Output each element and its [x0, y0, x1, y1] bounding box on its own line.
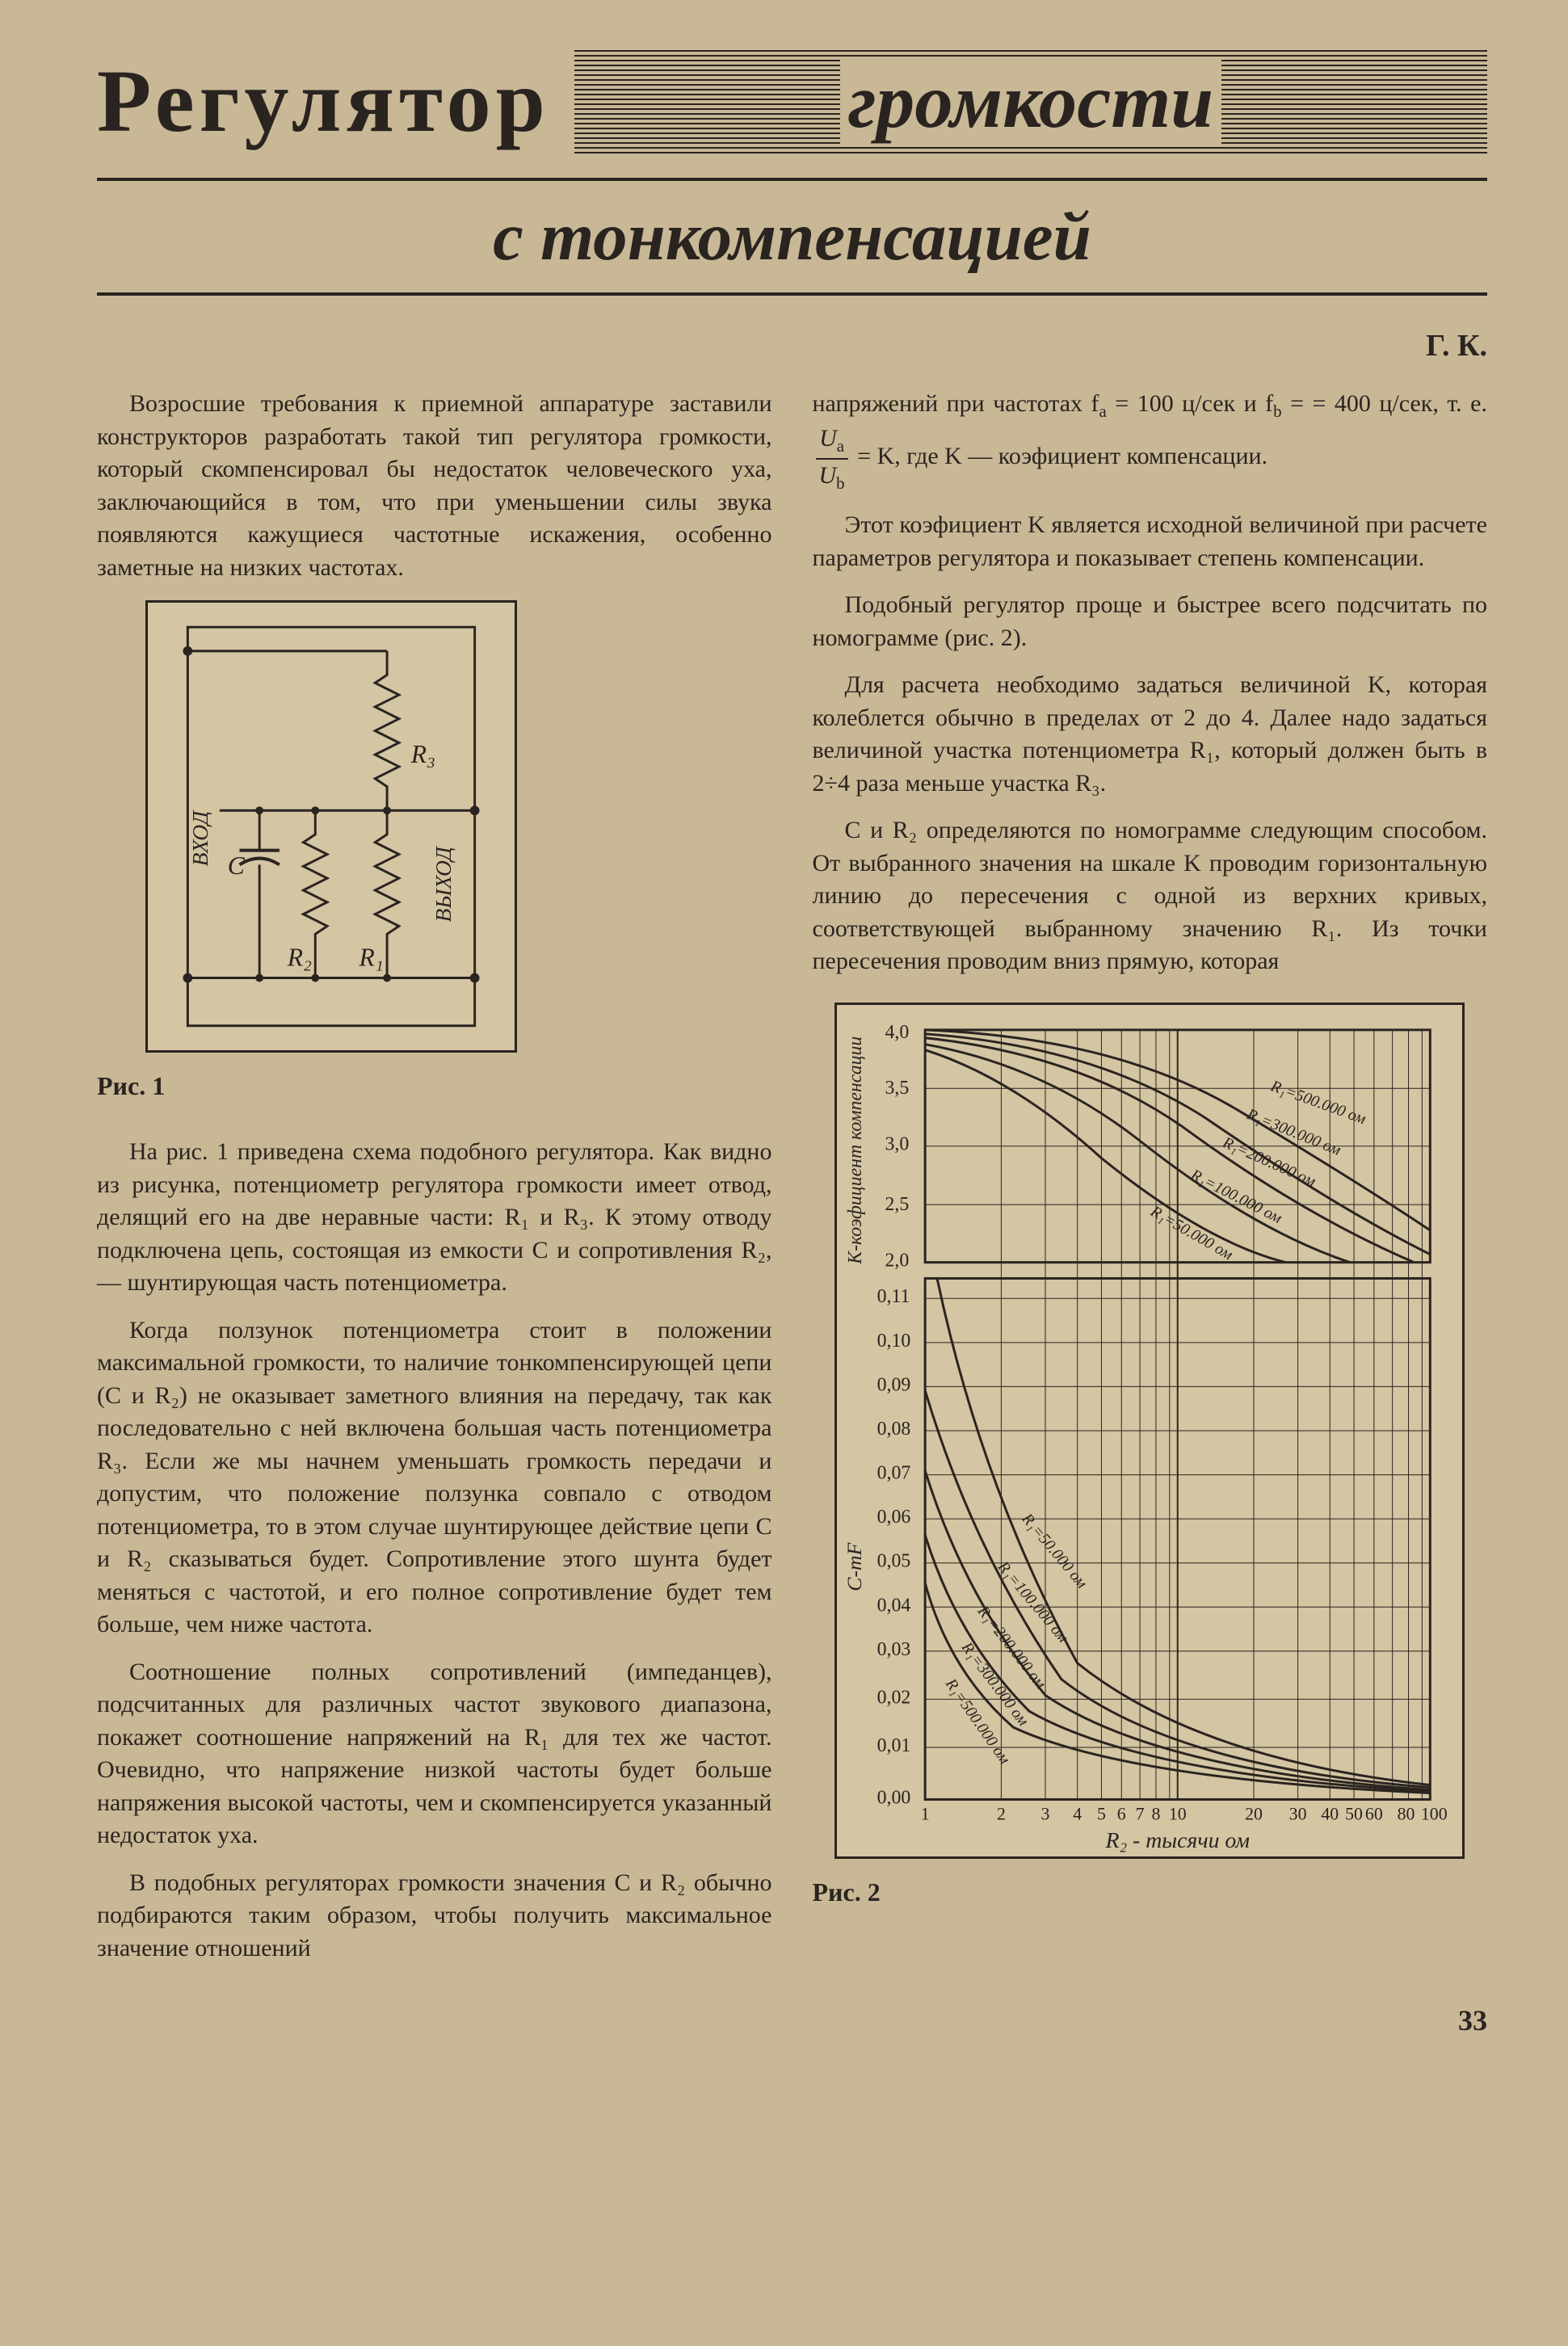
svg-text:0,00: 0,00	[877, 1787, 911, 1808]
svg-text:R₁=50.000 ом: R₁=50.000 ом	[1147, 1201, 1237, 1263]
y-top-label: К-коэфициент компенсации	[845, 1036, 866, 1264]
output-label: ВЫХОД	[431, 846, 456, 923]
svg-text:3,0: 3,0	[885, 1133, 910, 1154]
svg-text:2,0: 2,0	[885, 1250, 910, 1271]
r1-label: R₁	[359, 944, 384, 972]
title-subtitle: с тонкомпенсацией	[493, 199, 1091, 275]
author: Г. К.	[97, 328, 1487, 364]
title-script-box: громкости	[574, 48, 1487, 153]
svg-text:50: 50	[1345, 1804, 1363, 1823]
svg-text:R₁=100.000 ом: R₁=100.000 ом	[1188, 1165, 1285, 1226]
paragraph: напряжений при частотах fa = 100 ц/сек и…	[813, 388, 1488, 494]
paragraph: Этот коэфициент K является исходной вели…	[813, 509, 1488, 574]
left-column: Возросшие требования к приемной аппарату…	[97, 388, 772, 1979]
paragraph: Возросшие требования к приемной аппарату…	[97, 388, 772, 584]
paragraph: Для расчета необходимо задаться величино…	[813, 669, 1488, 800]
page-number: 33	[97, 2003, 1487, 2037]
fig2-caption: Рис. 2	[813, 1875, 1488, 1910]
svg-text:2: 2	[997, 1804, 1006, 1823]
svg-text:20: 20	[1245, 1804, 1263, 1823]
y-bot-label: C-mF	[843, 1542, 866, 1591]
svg-text:0,06: 0,06	[877, 1507, 911, 1528]
svg-text:10: 10	[1169, 1804, 1187, 1823]
r2-label: R₂	[287, 944, 312, 972]
x-label: R₂ - тысячи ом	[1105, 1828, 1251, 1853]
svg-text:5: 5	[1097, 1804, 1106, 1823]
title-script: громкости	[840, 57, 1221, 145]
paragraph: В подобных регуляторах громкости значени…	[97, 1867, 772, 1966]
svg-text:0,10: 0,10	[877, 1330, 911, 1351]
paragraph: C и R₂ определяются по номограмме следую…	[813, 814, 1488, 978]
svg-text:0,03: 0,03	[877, 1638, 911, 1659]
svg-text:0,01: 0,01	[877, 1734, 911, 1755]
input-label: ВХОД	[187, 809, 212, 866]
paragraph: Подобный регулятор проще и быстрее всего…	[813, 589, 1488, 654]
svg-text:4: 4	[1073, 1804, 1082, 1823]
svg-text:3: 3	[1041, 1804, 1050, 1823]
svg-text:40: 40	[1322, 1804, 1339, 1823]
svg-text:7: 7	[1136, 1804, 1145, 1823]
svg-text:0,07: 0,07	[877, 1462, 911, 1483]
figure-1: R₃ C R₂ R₁	[145, 600, 517, 1053]
svg-text:80: 80	[1398, 1804, 1415, 1823]
svg-text:0,05: 0,05	[877, 1550, 911, 1571]
paragraph: На рис. 1 приведена схема подобного регу…	[97, 1136, 772, 1300]
svg-text:R₁=50.000 ом: R₁=50.000 ом	[1018, 1509, 1091, 1591]
svg-text:0,02: 0,02	[877, 1687, 911, 1708]
svg-text:0,08: 0,08	[877, 1418, 911, 1439]
paragraph: Соотношение полных сопротивлений (импеда…	[97, 1656, 772, 1852]
svg-text:0,11: 0,11	[877, 1286, 910, 1307]
svg-text:1: 1	[921, 1804, 930, 1823]
right-column: напряжений при частотах fa = 100 ц/сек и…	[813, 388, 1488, 1979]
svg-text:0,04: 0,04	[877, 1595, 911, 1616]
svg-text:0,09: 0,09	[877, 1374, 911, 1395]
svg-text:2,5: 2,5	[885, 1194, 910, 1215]
svg-text:60: 60	[1365, 1804, 1383, 1823]
fig1-caption: Рис. 1	[97, 1069, 772, 1104]
paragraph: Когда ползунок потенциометра стоит в пол…	[97, 1314, 772, 1642]
c-label: C	[228, 851, 246, 880]
title-main: Регулятор	[97, 50, 550, 153]
svg-text:30: 30	[1289, 1804, 1307, 1823]
text-columns: Возросшие требования к приемной аппарату…	[97, 388, 1487, 1979]
title-block: Регулятор громкости с тонкомпенсацией	[97, 48, 1487, 296]
svg-text:3,5: 3,5	[885, 1078, 910, 1099]
svg-text:4,0: 4,0	[885, 1021, 910, 1042]
r3-label: R₃	[410, 740, 435, 768]
svg-text:6: 6	[1117, 1804, 1126, 1823]
svg-text:100: 100	[1421, 1804, 1448, 1823]
svg-text:8: 8	[1152, 1804, 1161, 1823]
figure-2: 4,0 3,5 3,0 2,5 2,0 0,11 0,10 0,09 0,08 …	[834, 1003, 1465, 1859]
